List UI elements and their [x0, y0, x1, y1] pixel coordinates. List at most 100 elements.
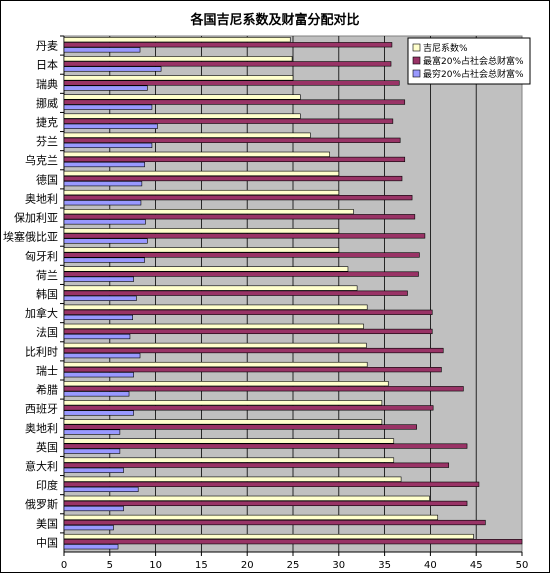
category-label: 中国 [36, 536, 58, 549]
category-label: 捷克 [36, 115, 58, 129]
bar-series-3 [63, 372, 134, 378]
category-label: 奥地利 [25, 421, 58, 435]
category-label: 瑞典 [36, 77, 58, 91]
bar-series-1 [63, 247, 340, 253]
bar-series-1 [63, 304, 368, 310]
bar-series-1 [63, 342, 367, 349]
category-label: 西班牙 [25, 403, 58, 416]
bar-series-2 [63, 309, 433, 315]
bar-series-2 [63, 271, 419, 277]
bar-series-1 [63, 495, 430, 501]
category-label: 印度 [36, 478, 58, 492]
bar-series-1 [63, 209, 354, 215]
legend-swatch [412, 43, 421, 52]
category-label: 挪威 [36, 96, 58, 110]
category-label: 法国 [36, 325, 58, 339]
bar-series-1 [63, 323, 364, 329]
bar-series-3 [63, 123, 158, 129]
category-label: 美国 [36, 517, 58, 530]
x-tick-label: 35 [378, 560, 391, 571]
category-label: 奥地利 [25, 191, 58, 205]
category-label: 瑞士 [36, 363, 58, 377]
chart-title: 各国吉尼系数及财富分配对比 [189, 12, 359, 28]
bar-series-2 [63, 424, 417, 430]
bar-series-1 [63, 189, 340, 196]
bar-series-3 [63, 200, 142, 206]
x-tick-label: 10 [149, 560, 162, 571]
bar-series-2 [63, 80, 400, 86]
category-label: 乌克兰 [25, 153, 58, 167]
bar-series-3 [63, 467, 124, 473]
bar-series-3 [63, 161, 145, 168]
category-label: 英国 [36, 440, 58, 454]
legend-label: 吉尼系数% [423, 42, 468, 54]
bar-series-3 [63, 276, 134, 282]
bar-series-1 [63, 438, 395, 444]
bar-series-3 [63, 391, 130, 397]
bar-series-1 [63, 400, 383, 406]
bar-series-2 [63, 214, 416, 220]
bar-series-2 [63, 386, 464, 392]
x-tick-label: 15 [195, 560, 208, 571]
bar-series-3 [63, 505, 124, 512]
bar-series-3 [63, 238, 148, 244]
bar-series-2 [63, 367, 442, 373]
bar-series-2 [63, 252, 420, 258]
bar-series-1 [63, 75, 294, 81]
category-label: 埃塞俄比亚 [3, 230, 58, 244]
bar-series-2 [63, 290, 408, 296]
bar-series-1 [63, 476, 402, 482]
category-label: 匈牙利 [25, 249, 58, 263]
bar-series-3 [63, 181, 143, 187]
bar-series-2 [63, 443, 468, 449]
x-tick-label: 20 [241, 560, 254, 571]
bar-series-1 [63, 381, 389, 387]
category-label: 比利时 [25, 345, 58, 358]
bar-series-1 [63, 228, 340, 234]
bar-series-2 [63, 405, 434, 411]
bar-series-2 [63, 500, 468, 507]
bar-series-2 [63, 481, 480, 487]
bar-series-2 [63, 328, 433, 335]
x-tick-label: 50 [516, 560, 529, 571]
bar-series-1 [63, 113, 301, 119]
bar-series-1 [63, 170, 340, 177]
bar-series-1 [63, 533, 474, 540]
bar-series-1 [63, 37, 291, 43]
bar-series-3 [63, 410, 134, 416]
category-label: 保加利亚 [14, 211, 58, 225]
bar-series-1 [63, 56, 293, 62]
bar-series-2 [63, 61, 392, 67]
bar-series-3 [63, 257, 145, 263]
x-tick-label: 25 [287, 560, 300, 571]
legend-swatch [412, 69, 421, 78]
x-tick-label: 45 [470, 560, 483, 571]
bar-series-1 [63, 285, 358, 291]
legend-label: 最富20%占社会总财富% [423, 55, 524, 67]
bar-series-3 [63, 544, 119, 550]
bar-series-3 [63, 314, 133, 321]
bar-series-3 [63, 333, 131, 340]
category-label: 加拿大 [25, 306, 58, 320]
bar-series-2 [63, 42, 393, 48]
bar-series-2 [63, 156, 406, 163]
bar-series-1 [63, 457, 395, 463]
bar-series-3 [63, 219, 146, 225]
bar-series-1 [63, 361, 368, 368]
bar-series-3 [63, 429, 121, 435]
bar-series-3 [63, 47, 141, 53]
bar-series-2 [63, 519, 486, 526]
bar-series-3 [63, 295, 137, 301]
bar-series-3 [63, 448, 121, 454]
bar-series-2 [63, 233, 426, 239]
bar-series-3 [63, 353, 141, 359]
x-tick-label: 0 [61, 560, 67, 571]
category-label: 日本 [36, 58, 58, 72]
bar-series-1 [63, 266, 349, 272]
category-label: 丹麦 [36, 40, 58, 53]
legend-label: 最穷20%占社会总财富% [423, 68, 524, 80]
category-label: 德国 [36, 172, 58, 186]
bar-series-1 [63, 94, 301, 100]
legend: 吉尼系数%最富20%占社会总财富%最穷20%占社会总财富% [407, 37, 531, 85]
